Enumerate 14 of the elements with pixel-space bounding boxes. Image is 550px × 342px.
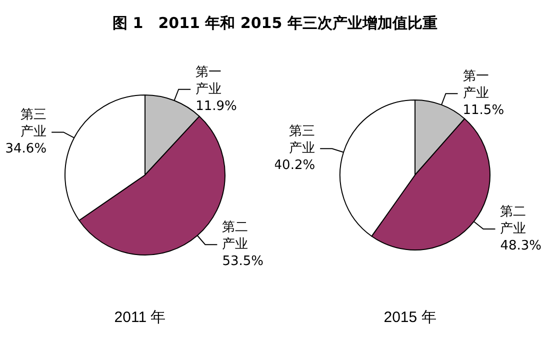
data-label: 53.5% bbox=[222, 254, 264, 270]
text: 2011 年 bbox=[114, 309, 166, 326]
text: 2015 年 bbox=[384, 309, 436, 326]
data-label: 11.9% bbox=[196, 98, 237, 114]
slice-label: 第二产业 bbox=[222, 220, 248, 252]
slice-label: 第一产业 bbox=[462, 69, 489, 102]
slice-label: 第二产业 bbox=[500, 204, 526, 236]
data-label: 48.3% bbox=[500, 238, 542, 254]
slice-label: 第三产业 bbox=[20, 108, 47, 140]
chart-title: 图 1 2011 年和 2015 年三次产业增加值比重 bbox=[112, 14, 438, 33]
data-label: 34.6% bbox=[5, 142, 47, 157]
slice-label: 第一产业 bbox=[196, 64, 222, 97]
data-label: 11.5% bbox=[462, 103, 504, 118]
slice-label: 第三产业 bbox=[289, 124, 316, 156]
